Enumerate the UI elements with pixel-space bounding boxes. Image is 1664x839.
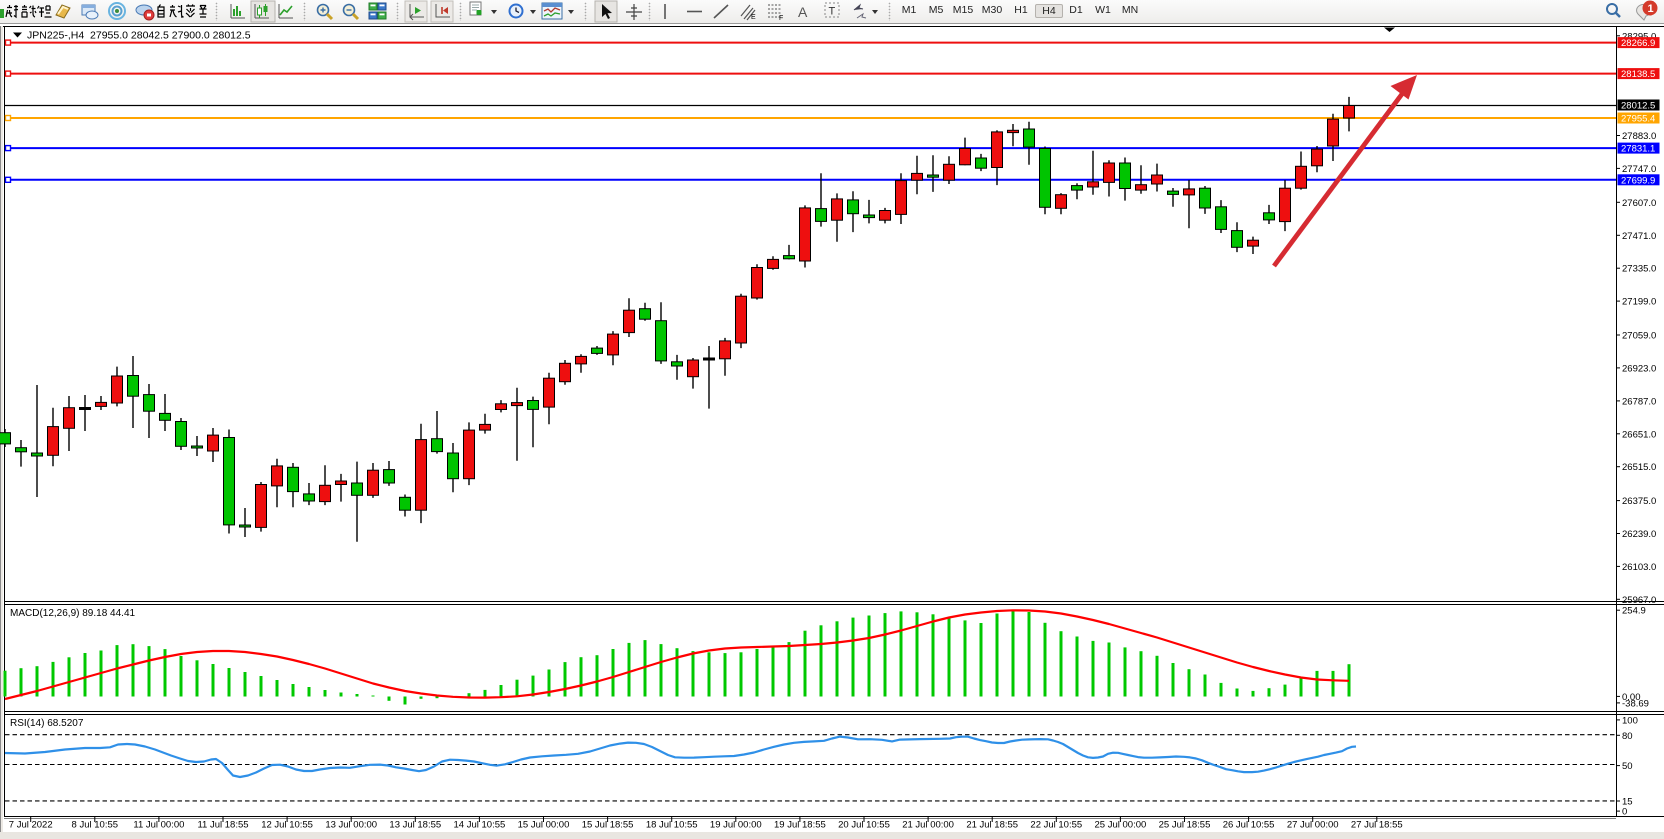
svg-text:27 Jul 18:55: 27 Jul 18:55 bbox=[1351, 820, 1403, 831]
svg-text:27 Jul 00:00: 27 Jul 00:00 bbox=[1287, 820, 1339, 831]
svg-text:27831.1: 27831.1 bbox=[1621, 144, 1655, 155]
svg-text:22 Jul 10:55: 22 Jul 10:55 bbox=[1030, 820, 1082, 831]
svg-text:27199.0: 27199.0 bbox=[1622, 297, 1656, 308]
svg-text:JPN225-,H4 27955.0 28042.5 27: JPN225-,H4 27955.0 28042.5 27900.0 28012… bbox=[27, 30, 251, 42]
svg-text:T: T bbox=[829, 6, 836, 18]
svg-text:7 Jul 2022: 7 Jul 2022 bbox=[9, 820, 53, 831]
svg-text:0.00: 0.00 bbox=[1622, 692, 1641, 703]
svg-text:14 Jul 10:55: 14 Jul 10:55 bbox=[454, 820, 506, 831]
svg-text:19 Jul 18:55: 19 Jul 18:55 bbox=[774, 820, 826, 831]
svg-text:A: A bbox=[798, 4, 808, 20]
svg-text:11 Jul 00:00: 11 Jul 00:00 bbox=[133, 820, 184, 831]
svg-text:25 Jul 00:00: 25 Jul 00:00 bbox=[1095, 820, 1147, 831]
svg-text:27335.0: 27335.0 bbox=[1622, 264, 1656, 275]
svg-text:26239.0: 26239.0 bbox=[1622, 529, 1656, 540]
svg-text:26923.0: 26923.0 bbox=[1622, 363, 1656, 374]
svg-text:27883.0: 27883.0 bbox=[1622, 131, 1656, 142]
svg-text:27955.4: 27955.4 bbox=[1621, 114, 1655, 125]
svg-text:13 Jul 00:00: 13 Jul 00:00 bbox=[325, 820, 377, 831]
svg-text:E: E bbox=[751, 14, 756, 21]
svg-text:-38.69: -38.69 bbox=[1622, 698, 1649, 709]
svg-text:26787.0: 26787.0 bbox=[1622, 396, 1656, 407]
svg-text:19 Jul 00:00: 19 Jul 00:00 bbox=[710, 820, 762, 831]
svg-text:27059.0: 27059.0 bbox=[1622, 331, 1656, 342]
svg-text:21 Jul 18:55: 21 Jul 18:55 bbox=[966, 820, 1018, 831]
svg-text:27699.9: 27699.9 bbox=[1621, 175, 1655, 186]
svg-text:254.9: 254.9 bbox=[1622, 606, 1646, 617]
svg-text:27607.0: 27607.0 bbox=[1622, 198, 1656, 209]
svg-text:25 Jul 18:55: 25 Jul 18:55 bbox=[1159, 820, 1211, 831]
svg-text:50: 50 bbox=[1622, 761, 1633, 772]
svg-text:18 Jul 10:55: 18 Jul 10:55 bbox=[646, 820, 698, 831]
svg-text:28012.5: 28012.5 bbox=[1621, 101, 1655, 112]
svg-text:15 Jul 00:00: 15 Jul 00:00 bbox=[518, 820, 570, 831]
svg-text:27747.0: 27747.0 bbox=[1622, 164, 1656, 175]
svg-text:26 Jul 10:55: 26 Jul 10:55 bbox=[1223, 820, 1275, 831]
svg-text:27471.0: 27471.0 bbox=[1622, 231, 1656, 242]
svg-text:80: 80 bbox=[1622, 731, 1633, 742]
svg-text:MACD(12,26,9) 89.18 44.41: MACD(12,26,9) 89.18 44.41 bbox=[10, 608, 136, 619]
svg-text:11 Jul 18:55: 11 Jul 18:55 bbox=[197, 820, 248, 831]
svg-text:20 Jul 10:55: 20 Jul 10:55 bbox=[838, 820, 890, 831]
svg-text:25967.0: 25967.0 bbox=[1622, 595, 1656, 606]
svg-text:0: 0 bbox=[1622, 807, 1627, 818]
svg-text:100: 100 bbox=[1622, 715, 1638, 726]
svg-text:26515.0: 26515.0 bbox=[1622, 462, 1656, 473]
svg-text:26103.0: 26103.0 bbox=[1622, 562, 1656, 573]
svg-text:21 Jul 00:00: 21 Jul 00:00 bbox=[902, 820, 954, 831]
svg-text:15: 15 bbox=[1622, 797, 1633, 808]
svg-text:12 Jul 10:55: 12 Jul 10:55 bbox=[261, 820, 313, 831]
svg-text:28138.5: 28138.5 bbox=[1621, 69, 1655, 80]
svg-text:8 Jul 10:55: 8 Jul 10:55 bbox=[72, 820, 118, 831]
svg-text:26375.0: 26375.0 bbox=[1622, 496, 1656, 507]
svg-text:F: F bbox=[779, 15, 783, 22]
svg-text:28295.0: 28295.0 bbox=[1622, 31, 1656, 42]
svg-text:28266.9: 28266.9 bbox=[1621, 38, 1655, 49]
svg-text:RSI(14) 68.5207: RSI(14) 68.5207 bbox=[10, 718, 84, 729]
svg-text:15 Jul 18:55: 15 Jul 18:55 bbox=[582, 820, 634, 831]
svg-text:1: 1 bbox=[1648, 3, 1654, 15]
svg-text:13 Jul 18:55: 13 Jul 18:55 bbox=[389, 820, 441, 831]
svg-text:26651.0: 26651.0 bbox=[1622, 429, 1656, 440]
